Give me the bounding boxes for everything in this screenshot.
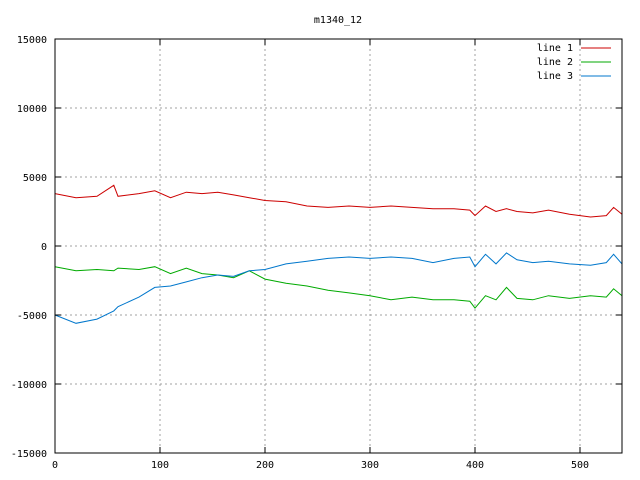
x-tick-label: 0: [52, 460, 58, 471]
series-line-1: [54, 184, 623, 218]
axes: 0 100 200 300 400 500 -15000 -10000 -5000 0 5000 10…: [11, 35, 622, 471]
legend: line 1 line 2 line 3: [537, 43, 611, 82]
y-tick-label: 0: [41, 242, 47, 253]
series-line-3: [54, 252, 623, 324]
x-tick-label: 200: [256, 460, 274, 471]
legend-label-1: line 1: [537, 43, 573, 54]
series-group: [54, 184, 623, 324]
legend-label-2: line 2: [537, 57, 573, 68]
chart-title: m1340_12: [314, 15, 362, 26]
grid: [55, 39, 622, 453]
x-tick-label: 300: [361, 460, 379, 471]
y-tick-label: 15000: [17, 35, 47, 46]
legend-label-3: line 3: [537, 71, 573, 82]
y-tick-label: 10000: [17, 104, 47, 115]
x-tick-label: 400: [466, 460, 484, 471]
x-tick-label: 500: [571, 460, 589, 471]
y-tick-label: 5000: [23, 173, 47, 184]
y-tick-label: -15000: [11, 449, 47, 460]
y-tick-label: -10000: [11, 380, 47, 391]
y-tick-label: -5000: [17, 311, 47, 322]
x-tick-label: 100: [151, 460, 169, 471]
series-line-2: [54, 266, 623, 309]
